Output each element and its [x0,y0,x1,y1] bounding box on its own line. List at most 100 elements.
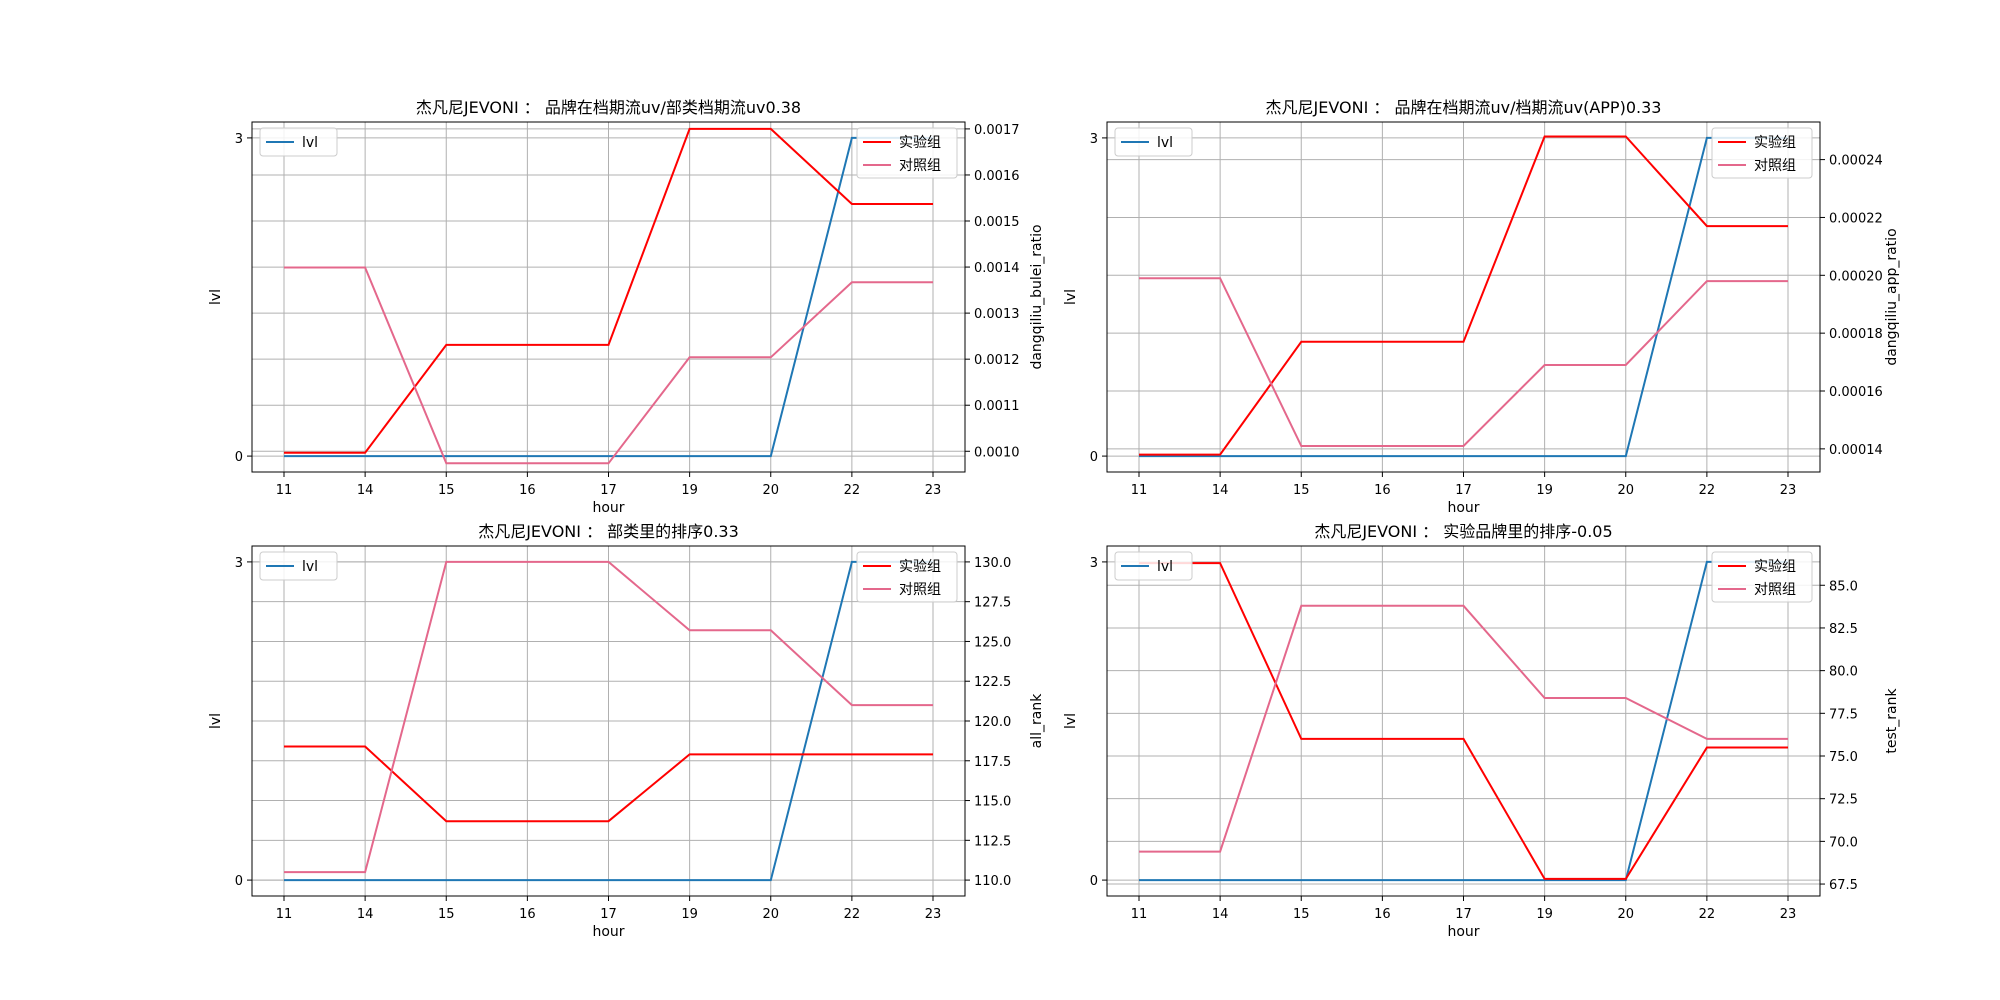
legend-label-control: 对照组 [1754,582,1796,598]
x-tick-label: 11 [276,907,293,922]
y-tick-label: 0 [235,874,243,889]
x-tick-label: 17 [1455,907,1472,922]
x-tick-label: 19 [681,483,698,498]
legend-label-lvl: lvl [1157,135,1173,151]
y2-tick-label: 115.0 [974,795,1011,810]
y2-tick-label: 130.0 [974,556,1011,571]
chart-title: 杰凡尼JEVONI ： 实验品牌里的排序-0.05 [1314,522,1612,541]
y2-tick-label: 127.5 [974,596,1011,611]
x-tick-label: 17 [600,907,617,922]
x-tick-label: 15 [438,907,455,922]
legend-label-control: 对照组 [899,582,941,598]
chart-title: 杰凡尼JEVONI ： 品牌在档期流uv/部类档期流uv0.38 [416,98,801,117]
legend-label-experiment: 实验组 [1754,135,1796,151]
x-axis-label: hour [592,500,624,516]
y2-tick-label: 75.0 [1829,750,1858,765]
x-tick-label: 20 [1617,907,1634,922]
x-tick-label: 14 [357,483,374,498]
legend-label-experiment: 实验组 [1754,559,1796,575]
x-tick-label: 22 [844,907,861,922]
x-tick-label: 15 [438,483,455,498]
x-tick-label: 23 [925,907,942,922]
x-tick-label: 22 [1699,483,1716,498]
x-tick-label: 15 [1293,483,1310,498]
y2-tick-label: 0.00022 [1829,211,1883,226]
x-axis-label: hour [1447,924,1479,940]
legend-left: lvl [1114,551,1193,581]
y2-tick-label: 67.5 [1829,878,1858,893]
y2-tick-label: 112.5 [974,834,1011,849]
x-tick-label: 15 [1293,907,1310,922]
legend-left: lvl [1114,127,1193,157]
series-line-experiment [1139,562,1788,880]
y2-tick-label: 0.00018 [1829,327,1883,342]
legend-left: lvl [259,127,338,157]
x-tick-label: 11 [276,483,293,498]
x-tick-label: 20 [762,907,779,922]
legend-box [1114,127,1193,157]
y2-tick-label: 0.0015 [974,215,1020,230]
chart-panel-2: 11 14 15 16 17 19 20 22 23 0 3 0.00014 0.00016 0.0001… [1063,98,1900,516]
x-tick-label: 14 [357,907,374,922]
y2-axis-label: dangqiliu_bulei_ratio [1029,224,1045,369]
chart-panel-3: 11 14 15 16 17 19 20 22 23 0 3 110.0 112.5 115.0 117.5… [208,522,1045,940]
x-tick-label: 23 [1780,907,1797,922]
y2-tick-label: 85.0 [1829,579,1858,594]
legend-box [259,551,338,581]
x-tick-label: 20 [762,483,779,498]
y2-tick-label: 117.5 [974,755,1011,770]
series-line-control [1139,604,1788,853]
chart-panel-4: 11 14 15 16 17 19 20 22 23 0 3 67.5 70.0 72.5 75.0 77.5… [1063,522,1900,940]
y2-tick-label: 77.5 [1829,707,1858,722]
y2-tick-label: 70.0 [1829,835,1858,850]
x-tick-label: 23 [1780,483,1797,498]
y2-tick-label: 120.0 [974,715,1011,730]
legend-left: lvl [259,551,338,581]
y2-axis-label: all_rank [1029,693,1045,749]
x-tick-label: 22 [844,483,861,498]
y-tick-label: 3 [1090,556,1098,571]
y2-tick-label: 0.00020 [1829,269,1883,284]
y2-tick-label: 0.0016 [974,169,1020,184]
series-line-control [284,266,933,465]
y-tick-label: 0 [235,450,243,465]
y2-tick-label: 0.0010 [974,445,1020,460]
x-axis-label: hour [592,924,624,940]
x-tick-label: 14 [1212,907,1229,922]
legend-label-experiment: 实验组 [899,135,941,151]
x-tick-label: 17 [600,483,617,498]
y-tick-label: 3 [1090,132,1098,147]
legend-label-lvl: lvl [302,135,318,151]
y2-tick-label: 0.00024 [1829,154,1883,169]
series-line-control [284,560,933,874]
y2-tick-label: 0.00014 [1829,443,1883,458]
y2-tick-label: 110.0 [974,874,1011,889]
y-axis-label: lvl [1063,289,1079,305]
y2-tick-label: 125.0 [974,635,1011,650]
series-line-lvl [1139,136,1788,458]
series-line-lvl [1139,560,1788,882]
y2-tick-label: 82.5 [1829,622,1858,637]
x-tick-label: 20 [1617,483,1634,498]
x-tick-label: 22 [1699,907,1716,922]
x-tick-label: 16 [519,907,536,922]
y2-tick-label: 0.0013 [974,307,1020,322]
x-tick-label: 11 [1131,483,1148,498]
x-tick-label: 14 [1212,483,1229,498]
y2-tick-label: 122.5 [974,675,1011,690]
y2-axis-label: test_rank [1884,688,1900,754]
y2-tick-label: 72.5 [1829,793,1858,808]
y-axis-label: lvl [208,713,224,729]
y2-tick-label: 0.0011 [974,399,1020,414]
y2-tick-label: 0.0012 [974,353,1020,368]
legend-label-experiment: 实验组 [899,559,941,575]
x-tick-label: 17 [1455,483,1472,498]
y-tick-label: 0 [1090,874,1098,889]
legend-label-control: 对照组 [1754,158,1796,174]
x-tick-label: 16 [1374,907,1391,922]
y-axis-label: lvl [1063,713,1079,729]
